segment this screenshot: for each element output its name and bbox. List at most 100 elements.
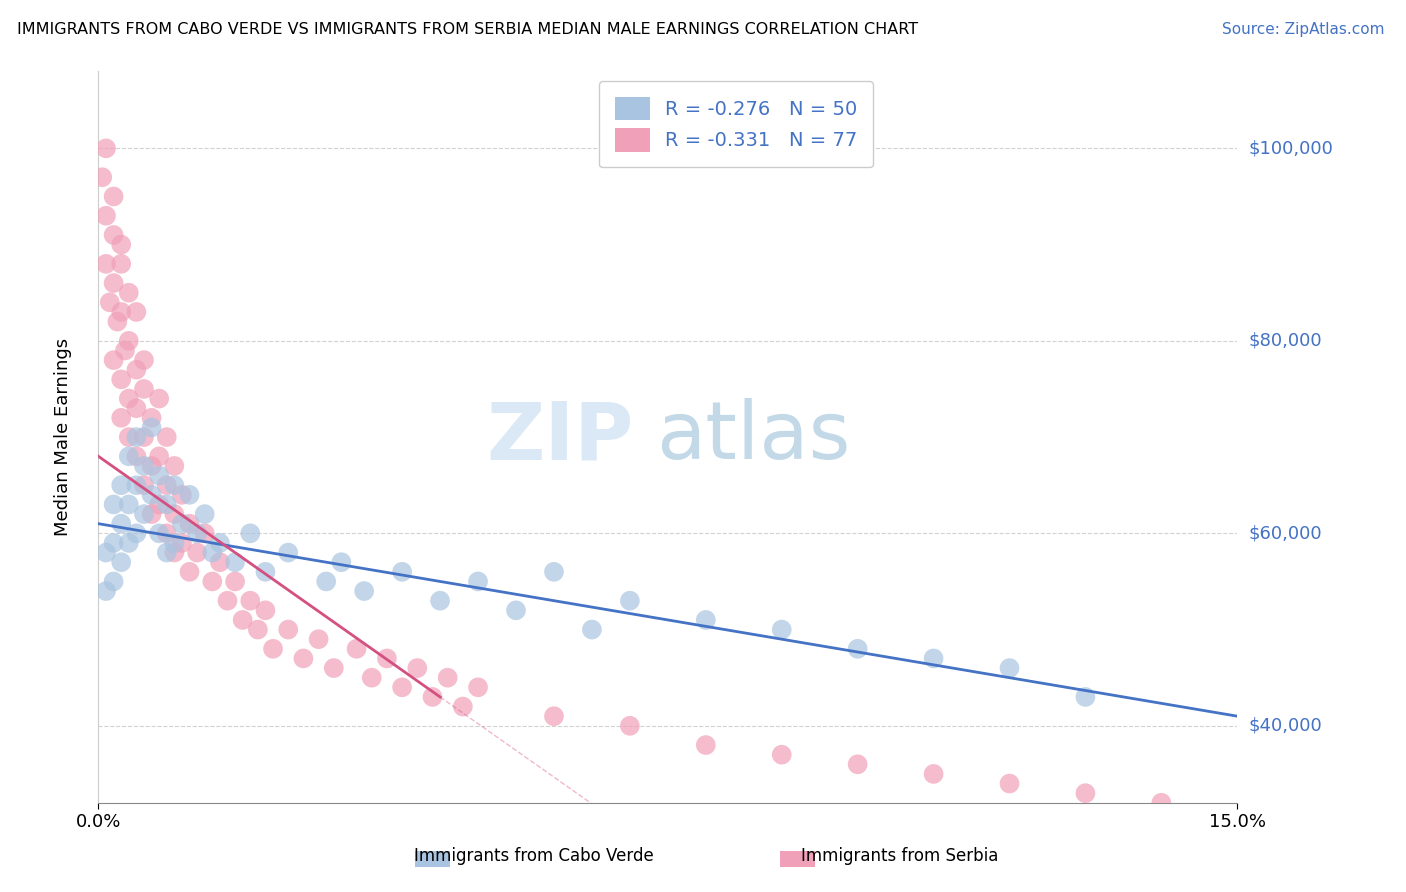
Point [1074,690,1097,704]
Point [103,276,125,290]
Point [141,458,163,473]
Point [125,305,148,319]
Point [308,632,330,647]
Point [422,690,444,704]
Point [114,343,136,358]
Point [922,651,945,665]
Point [179,488,201,502]
Point [141,410,163,425]
Point [132,458,155,473]
Point [406,661,429,675]
Point [148,468,170,483]
Text: $40,000: $40,000 [1249,717,1322,735]
Point [505,603,527,617]
Point [770,623,793,637]
Point [118,450,141,464]
Point [277,545,299,559]
Point [846,641,869,656]
Point [125,362,148,376]
Point [118,430,141,444]
Point [277,623,299,637]
Point [110,237,132,252]
Point [107,315,129,329]
Point [110,372,132,386]
Point [186,545,208,559]
Point [239,526,262,541]
Point [91,170,114,185]
Point [467,574,489,589]
Point [141,507,163,521]
Point [543,709,565,723]
Point [103,189,125,203]
Point [436,671,458,685]
Point [141,420,163,434]
Text: IMMIGRANTS FROM CABO VERDE VS IMMIGRANTS FROM SERBIA MEDIAN MALE EARNINGS CORREL: IMMIGRANTS FROM CABO VERDE VS IMMIGRANTS… [17,22,918,37]
Point [232,613,254,627]
Point [94,141,117,155]
Point [619,719,641,733]
Point [254,603,277,617]
Point [163,507,186,521]
Point [360,671,382,685]
Point [94,545,117,559]
Point [110,516,132,531]
Point [103,227,125,242]
Point [125,450,148,464]
Point [1074,786,1097,800]
Point [246,623,269,637]
Point [208,536,231,550]
Point [110,478,132,492]
Point [125,401,148,416]
Point [103,574,125,589]
Point [110,257,132,271]
Point [132,353,155,368]
Point [156,526,179,541]
Point [103,353,125,368]
Point [125,526,148,541]
Text: Source: ZipAtlas.com: Source: ZipAtlas.com [1222,22,1385,37]
Point [94,209,117,223]
Point [148,526,170,541]
Point [110,305,132,319]
Point [94,257,117,271]
Point [217,593,239,607]
Point [118,536,141,550]
Point [543,565,565,579]
Point [239,593,262,607]
Point [201,574,224,589]
Point [208,555,231,569]
Point [179,516,201,531]
Point [148,450,170,464]
Point [770,747,793,762]
Point [132,382,155,396]
Point [110,555,132,569]
Point [451,699,474,714]
Point [695,613,717,627]
Text: $80,000: $80,000 [1249,332,1322,350]
Point [375,651,398,665]
Legend: R = -0.276   N = 50, R = -0.331   N = 77: R = -0.276 N = 50, R = -0.331 N = 77 [599,81,873,168]
Point [163,545,186,559]
Point [262,641,284,656]
Point [125,478,148,492]
Point [118,392,141,406]
Point [391,681,413,695]
Text: atlas: atlas [657,398,851,476]
Point [163,458,186,473]
Text: Immigrants from Serbia: Immigrants from Serbia [801,847,998,865]
Point [330,555,353,569]
Point [391,565,413,579]
Point [94,584,117,599]
Point [179,565,201,579]
Point [103,536,125,550]
Point [254,565,277,579]
Text: $60,000: $60,000 [1249,524,1322,542]
Point [322,661,344,675]
Point [194,526,217,541]
Point [141,488,163,502]
Point [163,536,186,550]
Text: $100,000: $100,000 [1249,139,1333,157]
Point [132,507,155,521]
Point [224,574,246,589]
Point [224,555,246,569]
